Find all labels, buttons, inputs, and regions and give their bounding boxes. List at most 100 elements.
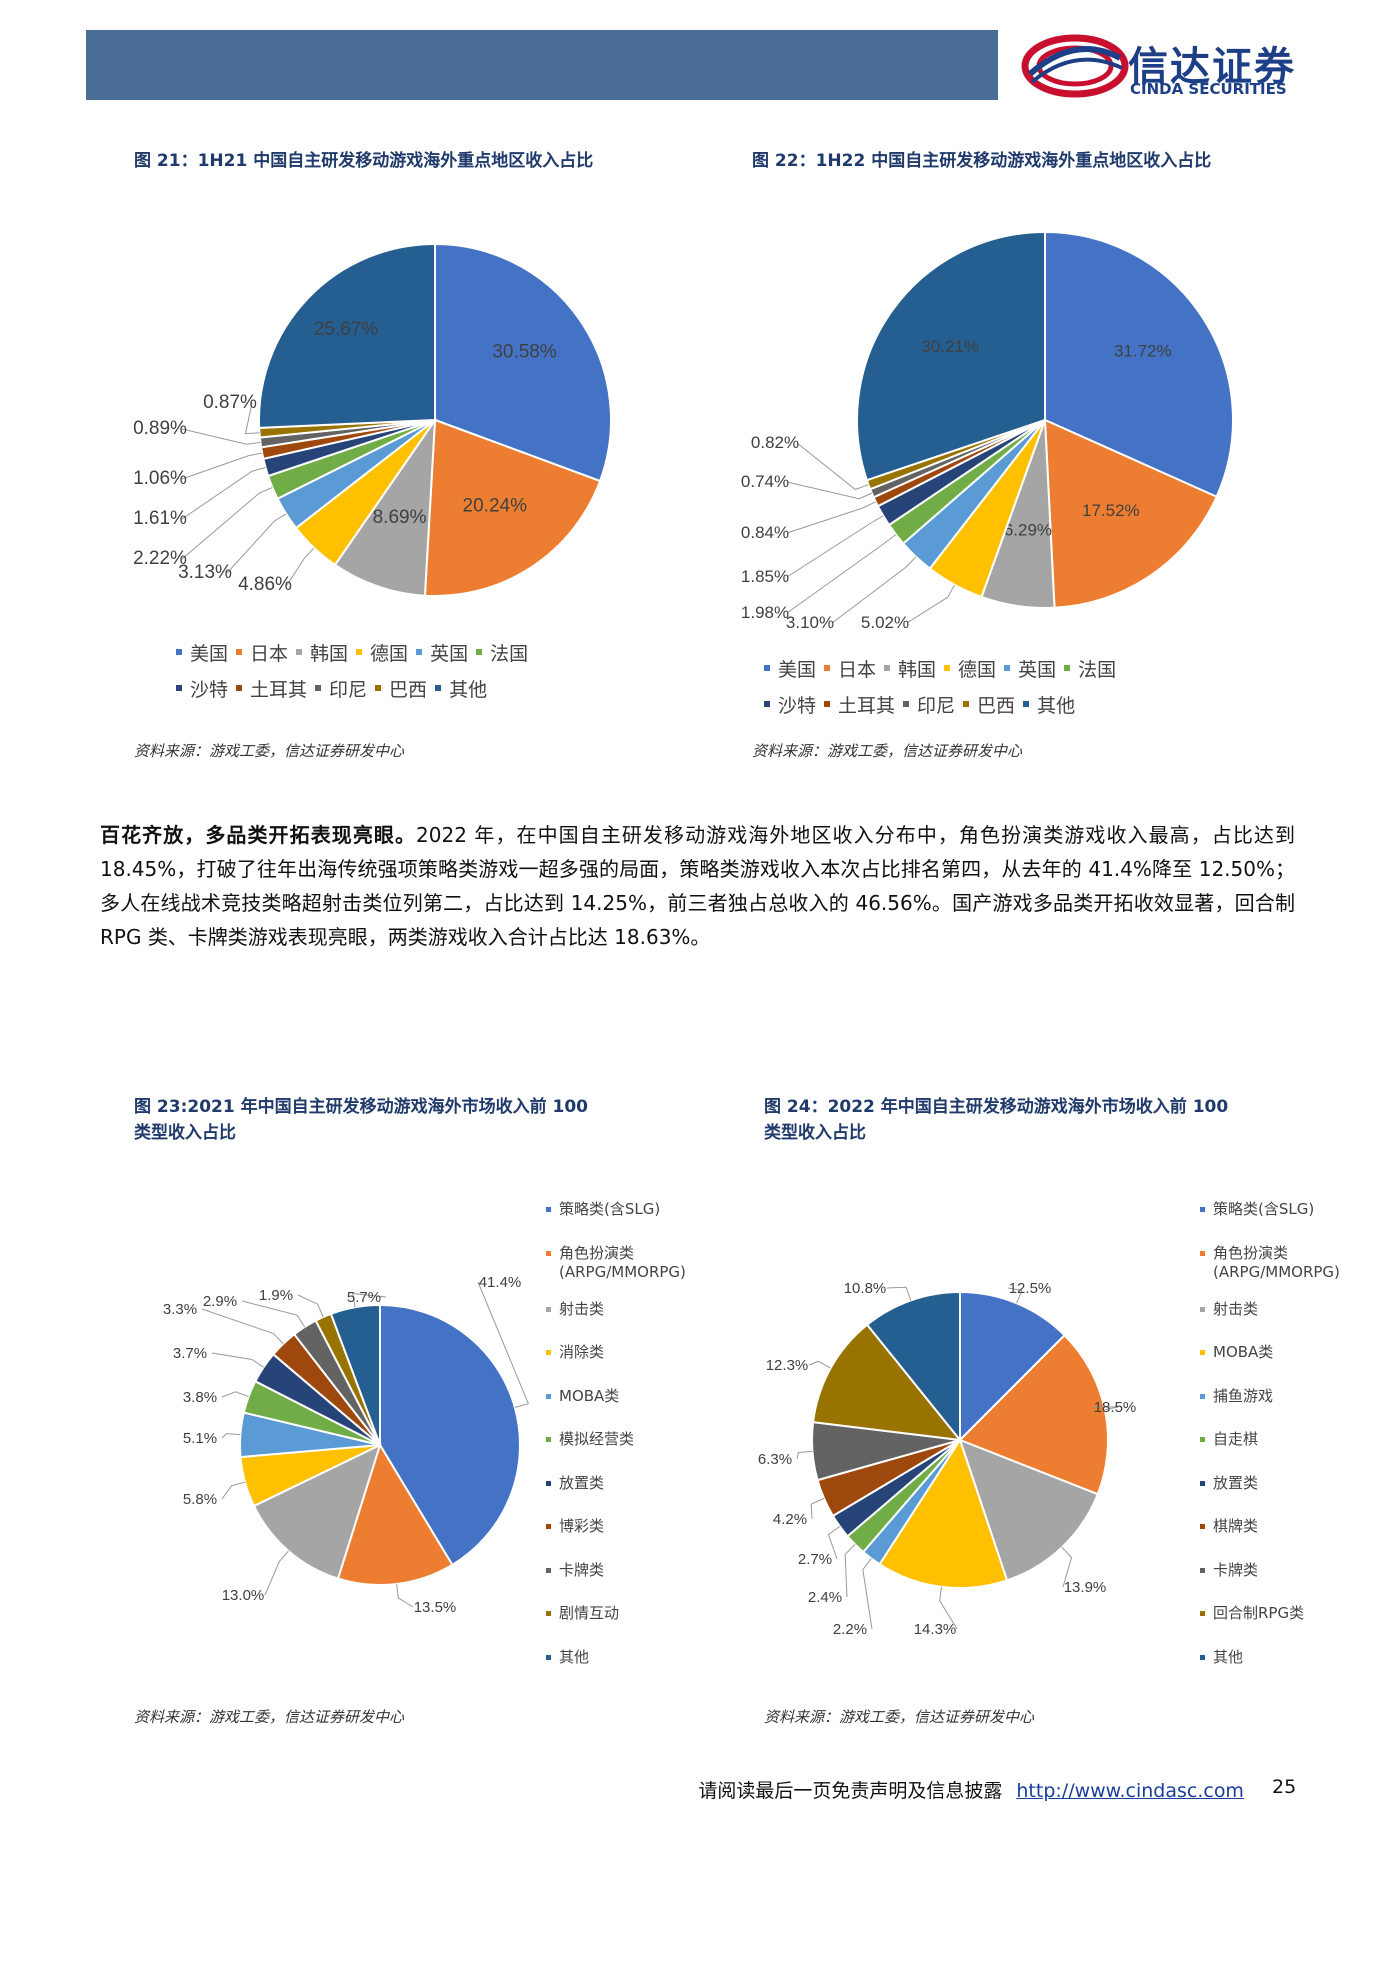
fig21-legend-row1: 美国 日本 韩国 德国 英国 法国 [176,638,536,666]
fig23-leader-7 [201,1308,284,1345]
fig22-legend-label-4: 英国 [1018,658,1057,681]
fig24-legend-label-10: 其他 [1213,1647,1244,1666]
fig24-legend-item-4: 捕鱼游戏 [1200,1387,1350,1431]
fig23-slice-4 [239,1411,381,1459]
fig23-legend-label-0: 策略类(含SLG) [559,1200,661,1218]
fig21-data-label-2: 8.69% [373,507,427,528]
fig24-leader-0 [1007,1287,1023,1304]
fig22-data-label-1: 17.52% [1082,501,1140,520]
fig24-slice-10 [865,1290,961,1443]
fig23-data-label-6: 3.7% [173,1345,207,1362]
fig23-legend-item-6: 放置类 [546,1474,686,1518]
fig23-leader-3 [221,1481,246,1500]
fig23-legend-item-5: 模拟经营类 [546,1430,686,1474]
fig21-legend-label-1: 日本 [250,642,289,665]
fig22-leader-4 [831,556,917,624]
fig24-legend-item-7: 棋牌类 [1200,1517,1350,1561]
fig22-data-label-5: 1.98% [741,603,789,622]
fig22-slice-3 [928,419,1046,599]
fig22-slice-10 [856,230,1046,482]
fig24-leader-10 [886,1286,912,1301]
fig22-legend-swatch-6 [764,701,770,707]
fig24-legend-swatch-3 [1200,1350,1205,1355]
fig23-leader-0 [477,1281,530,1408]
fig22-legend-swatch-5 [1064,665,1071,671]
fig23-leader-9 [297,1294,324,1318]
fig24-slice-9 [811,1323,963,1442]
fig24-legend-swatch-5 [1200,1437,1205,1442]
fig23-leader-6 [211,1352,264,1368]
fig22-data-label-10: 30.21% [921,337,979,356]
fig23-data-label-1: 13.5% [414,1599,457,1616]
fig22-legend-swatch-9 [963,701,970,707]
fig24-data-label-1: 18.5% [1094,1399,1137,1416]
fig23-title-line1: 图 23:2021 年中国自主研发移动游戏海外市场收入前 100 [134,1097,589,1117]
fig24-slice-3 [878,1437,1009,1589]
fig21-slice-8 [258,419,436,449]
fig22-legend-item-2: 韩国 [884,655,936,682]
fig21-data-label-7: 1.06% [133,468,187,489]
fig22-data-label-8: 0.74% [741,472,789,491]
fig24-leader-7 [810,1498,825,1520]
fig23-legend-swatch-0 [546,1207,551,1212]
fig23-legend-item-0: 策略类(含SLG) [546,1200,686,1244]
fig24-slice-8 [811,1421,961,1482]
fig22-slice-1 [1043,418,1218,609]
fig22-legend-swatch-4 [1004,665,1011,671]
fig24-legend-swatch-8 [1200,1567,1205,1573]
fig22-legend-label-6: 沙特 [778,694,817,717]
fig21-leader-7 [181,452,263,480]
fig22-slice-5 [887,419,1046,545]
fig21-data-label-8: 0.89% [133,418,187,439]
fig23-slice-1 [336,1442,454,1586]
fig21-legend-label-6: 沙特 [190,678,229,701]
fig23-legend-item-3: 消除类 [546,1343,686,1387]
fig23-legend-label-10: 其他 [559,1647,590,1666]
fig24-data-label-3: 14.3% [914,1621,957,1638]
fig24-leader-6 [827,1525,841,1560]
fig21-legend-swatch-2 [296,649,303,655]
footer-website-link[interactable]: http://www.cindasc.com [1016,1780,1244,1802]
fig21-legend-item-2: 韩国 [296,639,348,666]
fig22-legend-label-7: 土耳其 [838,694,896,717]
fig21-legend-swatch-5 [476,649,483,655]
fig22-data-label-0: 31.72% [1114,342,1172,361]
fig23-legend-label-6: 放置类 [559,1473,605,1492]
fig24-legend-swatch-9 [1200,1611,1205,1616]
fig22-slice-8 [868,419,1046,499]
fig22-legend-swatch-7 [824,701,831,707]
fig23-slice-6 [253,1352,381,1446]
fig23-legend-swatch-7 [546,1524,551,1529]
fig23-legend-label-1: 角色扮演类(ARPG/MMORPG) [559,1243,686,1281]
fig21-legend-label-8: 印尼 [329,678,368,701]
fig22-slice-0 [1044,230,1235,499]
fig22-slice-2 [980,419,1056,609]
fig24-leader-8 [796,1450,813,1460]
fig21-legend-item-7: 土耳其 [236,675,307,702]
fig22-legend-item-1: 日本 [824,655,876,682]
fig23-legend-swatch-10 [546,1654,551,1660]
fig21-legend-item-8: 印尼 [315,675,367,702]
fig24-legend-label-2: 射击类 [1213,1299,1259,1318]
fig24-legend-label-0: 策略类(含SLG) [1213,1200,1315,1218]
fig24-title-line2: 类型收入占比 [764,1123,866,1143]
fig21-slice-6 [262,419,436,478]
fig24-slice-4 [861,1439,961,1566]
page-number: 25 [1272,1776,1297,1798]
logo-chinese-text: 信达证券 [1128,44,1296,90]
fig21-slice-1 [423,418,602,597]
fig23-leader-1 [396,1583,414,1608]
fig23-slice-9 [314,1312,381,1446]
fig24-legend: 策略类(含SLG) 角色扮演类(ARPG/MMORPG) 射击类 MOBA类 捕鱼游戏自… [1200,1200,1350,1691]
fig23-slice-5 [242,1379,381,1446]
fig21-legend-item-0: 美国 [176,639,228,666]
fig23-legend-label-9: 剧情互动 [559,1604,620,1622]
fig22-legend-label-10: 其他 [1037,694,1076,717]
fig21-data-label-4: 3.13% [178,562,232,583]
fig23-legend-label-2: 射击类 [559,1299,605,1318]
fig21-legend-label-4: 英国 [430,642,469,665]
fig23-leader-2 [264,1550,289,1596]
fig21-slice-2 [333,416,437,597]
